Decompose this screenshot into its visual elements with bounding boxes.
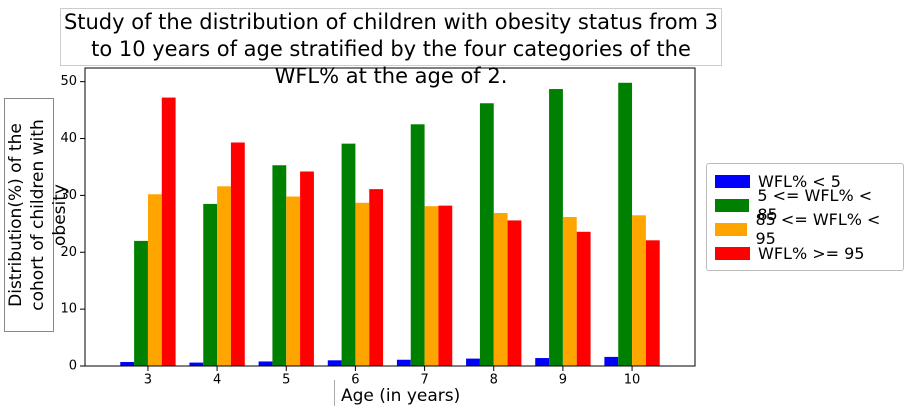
x-tick-label: 6 xyxy=(351,373,359,388)
legend-swatch xyxy=(715,222,748,236)
bar xyxy=(549,89,563,366)
x-tick-label: 5 xyxy=(282,373,290,388)
bar xyxy=(493,213,508,366)
bar xyxy=(645,240,660,366)
y-tick-label: 50 xyxy=(60,74,77,89)
x-tick-label: 8 xyxy=(490,373,498,388)
bar xyxy=(507,220,522,366)
bar xyxy=(203,203,218,366)
x-tick-label: 7 xyxy=(420,373,428,388)
bar xyxy=(424,206,439,366)
x-tick-label: 4 xyxy=(213,373,221,388)
bar xyxy=(562,217,577,366)
legend-item: 5 <= WFL% < 85 xyxy=(715,186,895,224)
bar xyxy=(189,362,204,366)
bar xyxy=(535,358,550,366)
y-axis-label: Distribution(%) of the cohort of childre… xyxy=(4,98,70,332)
legend-swatch xyxy=(715,246,750,260)
legend-label: WFL% >= 95 xyxy=(758,243,865,263)
chart-title: Study of the distribution of children wi… xyxy=(60,8,722,88)
bar xyxy=(161,97,176,367)
bar xyxy=(466,358,480,366)
plot-frame xyxy=(84,67,696,367)
x-axis-label: Age (in years) xyxy=(334,380,460,406)
bar xyxy=(272,165,287,366)
bar xyxy=(410,124,425,366)
y-tick-label: 20 xyxy=(60,245,77,260)
legend-swatch xyxy=(715,174,750,188)
bar xyxy=(327,360,342,366)
legend-label: WFL% < 5 xyxy=(758,171,841,191)
bar xyxy=(286,196,301,366)
legend-label: 5 <= WFL% < 85 xyxy=(757,186,873,224)
y-tick-label: 0 xyxy=(69,359,77,374)
bar xyxy=(147,194,162,366)
legend-item: WFL% >= 95 xyxy=(715,241,895,265)
bar xyxy=(632,215,646,366)
x-tick-label: 9 xyxy=(559,373,567,388)
bar xyxy=(258,361,273,366)
legend-swatch xyxy=(715,198,750,212)
bar xyxy=(438,205,453,366)
y-tick-label: 30 xyxy=(60,188,77,203)
bar xyxy=(479,103,494,366)
bar xyxy=(576,231,591,366)
bar xyxy=(355,202,370,366)
bar xyxy=(120,362,135,366)
bar xyxy=(300,171,314,366)
bar xyxy=(230,142,245,366)
legend-label: 85 <= WFL% < 95 xyxy=(755,210,881,248)
bar xyxy=(341,143,356,366)
bar xyxy=(618,82,633,367)
legend-item: 85 <= WFL% < 95 xyxy=(715,210,895,248)
bar xyxy=(217,186,231,366)
y-tick-label: 10 xyxy=(60,302,77,317)
y-tick-label: 40 xyxy=(60,131,77,146)
bar xyxy=(369,189,384,366)
x-tick-label: 10 xyxy=(624,373,641,388)
x-tick-label: 3 xyxy=(144,373,152,388)
bar xyxy=(396,359,411,366)
legend-item: WFL% < 5 xyxy=(715,169,895,193)
bar xyxy=(604,356,619,366)
bar xyxy=(134,240,148,366)
